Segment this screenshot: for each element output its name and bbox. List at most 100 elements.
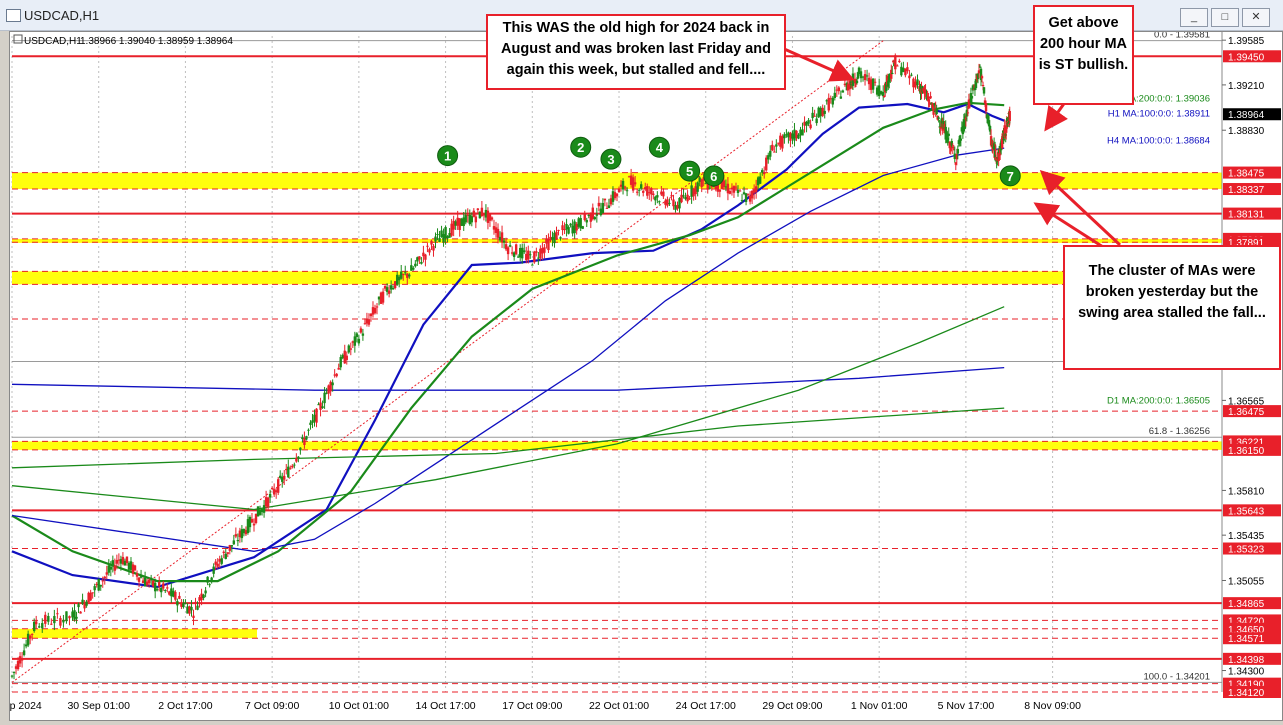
candle-body	[512, 252, 516, 257]
candle-body	[59, 618, 62, 626]
candle-body	[902, 67, 905, 72]
candle-body	[121, 556, 125, 565]
support-resistance-band	[12, 628, 257, 639]
candle-body	[458, 218, 461, 230]
candle-body	[341, 355, 344, 359]
chart-symbol-label: USDCAD,H1	[24, 36, 82, 47]
swing-marker	[570, 136, 592, 158]
candle-body	[508, 245, 512, 247]
chart-window-title: USDCAD,H1	[24, 8, 100, 23]
candle-body	[856, 72, 860, 79]
candle-body	[1002, 138, 1005, 141]
candle-body	[287, 466, 290, 478]
annotation-arrow	[781, 46, 855, 82]
candle-body	[583, 213, 586, 221]
level-price-label: 1.38337	[1228, 185, 1265, 196]
candle-body	[783, 134, 786, 139]
chart-area[interactable]: 25 Sep 2024 30 Sep 01:00 2 Oct 17:00 7 Oct …	[0, 30, 1283, 721]
candle-body	[238, 530, 242, 538]
candle-body	[460, 218, 463, 226]
candle-body	[738, 190, 742, 192]
candle-body	[682, 195, 685, 197]
annotation-arrow	[1039, 169, 1122, 247]
candle-body	[565, 224, 568, 230]
candle-body	[192, 615, 195, 619]
candle-body	[303, 438, 306, 445]
candle-body	[995, 159, 999, 161]
candle-body	[454, 221, 457, 226]
candle-body	[404, 272, 407, 274]
candle-body	[153, 582, 157, 592]
candle-body	[949, 145, 952, 152]
level-price-label: 1.34865	[1228, 599, 1265, 610]
candle-body	[825, 100, 828, 102]
candle-body	[803, 121, 806, 126]
minimize-button[interactable]: _	[1180, 8, 1208, 27]
x-tick-label: 1 Nov 01:00	[851, 700, 908, 712]
candle-body	[20, 658, 24, 661]
maximize-button[interactable]: □	[1211, 8, 1239, 27]
candle-body	[131, 564, 135, 574]
candle-body	[823, 110, 826, 114]
candle-body	[573, 221, 576, 234]
candle-body	[502, 240, 506, 243]
candle-body	[758, 176, 762, 184]
candle-body	[589, 212, 592, 222]
candle-body	[216, 563, 219, 567]
candle-body	[426, 245, 429, 247]
y-tick-label: 1.38830	[1228, 126, 1265, 137]
candle-body	[521, 247, 524, 259]
candle-body	[994, 157, 998, 160]
candle-body	[174, 591, 177, 600]
candle-body	[277, 479, 280, 493]
level-price-label: 1.34190	[1228, 680, 1265, 691]
x-tick-label: 22 Oct 01:00	[589, 700, 649, 712]
candle-body	[613, 192, 617, 199]
candle-body	[948, 142, 951, 149]
candle-body	[299, 447, 302, 451]
candle-body	[664, 200, 667, 205]
moving-average-line	[11, 147, 1005, 552]
candle-body	[357, 338, 361, 344]
candle-body	[406, 273, 409, 278]
candle-body	[432, 245, 435, 251]
candle-body	[700, 179, 703, 188]
candle-body	[955, 154, 959, 160]
candle-body	[474, 216, 478, 223]
swing-marker	[648, 136, 670, 158]
candle-body	[805, 121, 808, 126]
fibonacci-trendline	[11, 40, 884, 683]
candle-body	[967, 99, 971, 108]
close-button[interactable]: ✕	[1242, 8, 1270, 27]
candle-body	[472, 210, 476, 217]
candle-body	[859, 71, 863, 79]
candle-body	[279, 475, 282, 478]
candle-body	[291, 465, 294, 468]
candle-body	[248, 517, 252, 528]
candle-body	[873, 81, 877, 83]
candle-body	[349, 348, 352, 350]
candle-body	[516, 256, 520, 258]
candle-body	[605, 207, 609, 209]
candle-body	[202, 594, 205, 598]
annotation-ma-cluster: The cluster of MAs were broken yesterday…	[1063, 245, 1281, 370]
candle-body	[490, 217, 494, 220]
candle-body	[196, 605, 199, 610]
candle-body	[339, 357, 342, 368]
candle-body	[947, 133, 950, 136]
candle-body	[795, 130, 798, 139]
candle-body	[1001, 133, 1004, 140]
candle-body	[230, 545, 234, 547]
x-tick-label: 7 Oct 09:00	[245, 700, 299, 712]
level-price-label: 1.35643	[1228, 506, 1265, 517]
x-tick-label: 29 Oct 09:00	[762, 700, 822, 712]
candle-body	[79, 611, 82, 614]
candle-body	[194, 601, 197, 604]
candle-body	[979, 68, 983, 81]
price-chart[interactable]: 25 Sep 2024 30 Sep 01:00 2 Oct 17:00 7 Oct …	[0, 30, 1282, 720]
candle-body	[994, 149, 997, 151]
candle-body	[966, 112, 970, 114]
candle-body	[990, 145, 994, 147]
candle-body	[410, 265, 413, 271]
candle-body	[402, 273, 405, 275]
